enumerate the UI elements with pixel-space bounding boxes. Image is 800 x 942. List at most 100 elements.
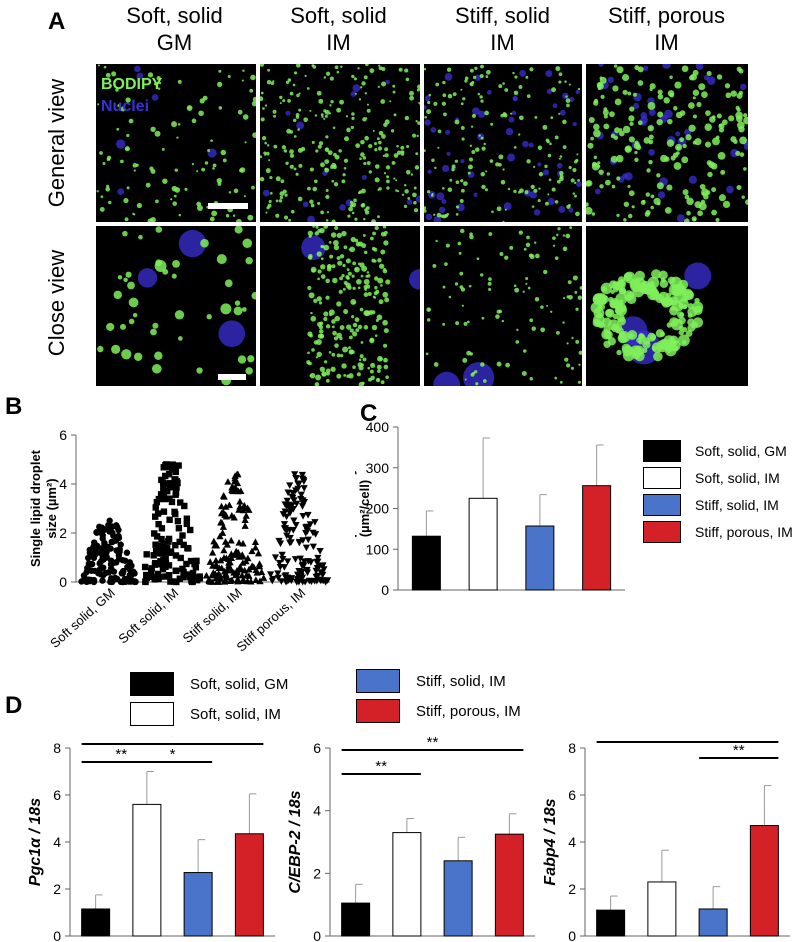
lipid-droplet-mark <box>402 150 405 154</box>
lipid-droplet-mark <box>341 179 346 184</box>
lipid-droplet-mark <box>568 165 572 170</box>
lipid-droplet-mark <box>336 353 341 358</box>
lipid-droplet-mark <box>347 285 352 290</box>
chart-d2-y-tick-label: 0 <box>313 928 321 942</box>
lipid-droplet-mark <box>575 339 580 344</box>
chart-b-point <box>152 560 159 567</box>
lipid-droplet-mark <box>171 121 178 128</box>
lipid-droplet-mark <box>722 200 731 209</box>
chart-b-point <box>113 547 120 554</box>
lipid-droplet-mark <box>177 123 181 126</box>
chart-b-point <box>99 535 106 542</box>
lipid-droplet-mark <box>578 350 582 355</box>
nucleus-mark <box>307 215 315 222</box>
lipid-droplet-mark <box>232 214 236 217</box>
lipid-droplet-mark <box>459 199 464 203</box>
nucleus-mark <box>684 128 692 136</box>
lipid-droplet-mark <box>460 102 464 106</box>
nucleus-mark <box>444 72 453 81</box>
lipid-droplet-mark <box>432 263 437 268</box>
chart-d2-y-label: C/EBP-2 / 18s <box>287 790 304 893</box>
lipid-droplet-mark <box>657 89 663 95</box>
lipid-droplet-mark <box>669 92 675 98</box>
lipid-droplet-mark <box>132 312 138 318</box>
lipid-droplet-mark <box>184 187 188 191</box>
lipid-droplet-mark <box>462 97 466 101</box>
lipid-droplet-mark <box>321 115 324 118</box>
lipid-droplet-mark <box>132 163 138 168</box>
lipid-droplet-mark <box>155 226 163 233</box>
lipid-droplet-mark <box>562 145 567 150</box>
chart-b-point <box>238 571 246 579</box>
lipid-droplet-mark <box>368 310 374 315</box>
lipid-droplet-mark <box>320 210 325 215</box>
lipid-droplet-mark <box>434 166 437 170</box>
lipid-droplet-mark <box>466 350 472 356</box>
chart-b-point <box>166 516 173 523</box>
lipid-droplet-mark <box>745 199 748 205</box>
lipid-droplet-mark <box>353 198 357 203</box>
lipid-droplet-mark <box>350 125 354 130</box>
lipid-droplet-mark <box>481 184 486 190</box>
chart-b-point <box>180 568 187 576</box>
chart-b-point <box>166 483 174 491</box>
lipid-droplet-mark <box>328 309 335 316</box>
lipid-droplet-mark <box>549 142 552 146</box>
chart-b-point <box>97 549 105 557</box>
lipid-droplet-mark <box>542 124 548 130</box>
lipid-droplet-mark <box>512 71 515 75</box>
chart-b-point <box>155 542 163 549</box>
lipid-droplet-mark <box>681 65 689 73</box>
chart-c-y-tick-label: 0 <box>381 582 389 598</box>
legend-c-label: Stiff, solid, IM <box>695 497 779 513</box>
lipid-droplet-mark <box>347 271 352 276</box>
lipid-droplet-mark <box>331 179 335 183</box>
legend-d-item-soft-solid-im: Soft, solid, IM <box>130 702 281 726</box>
lipid-droplet-mark <box>126 133 130 138</box>
lipid-droplet-mark <box>272 109 277 114</box>
lipid-droplet-mark <box>323 316 328 322</box>
legend-d-label: Soft, solid, GM <box>190 675 289 693</box>
lipid-droplet-mark <box>289 164 294 169</box>
lipid-droplet-mark <box>389 100 392 103</box>
lipid-droplet-mark <box>378 299 384 305</box>
lipid-droplet-mark <box>657 111 664 118</box>
lipid-droplet-mark <box>268 199 272 204</box>
chart-b-point <box>181 502 188 510</box>
lipid-droplet-mark <box>544 164 548 169</box>
lipid-droplet-mark <box>377 188 380 191</box>
lipid-droplet-mark <box>342 173 346 177</box>
lipid-droplet-mark <box>374 286 378 290</box>
lipid-droplet-mark <box>279 102 282 105</box>
chart-b-y-tick-label: 4 <box>59 476 67 492</box>
lipid-droplet-mark <box>111 344 121 354</box>
lipid-droplet-mark <box>586 180 593 187</box>
lipid-droplet-mark <box>518 85 523 89</box>
chart-b-point <box>162 472 169 480</box>
lipid-droplet-mark <box>336 373 342 379</box>
lipid-droplet-mark <box>362 357 367 362</box>
nucleus-mark <box>572 122 577 127</box>
lipid-droplet-mark <box>228 191 232 194</box>
chart-d3-y-tick-label: 8 <box>568 740 576 756</box>
chart-b-point <box>282 572 290 579</box>
lipid-droplet-mark <box>442 80 446 85</box>
nucleus-mark <box>503 202 512 211</box>
chart-b-point <box>220 492 228 500</box>
lipid-droplet-mark <box>566 342 569 345</box>
chart-b-point <box>292 487 300 494</box>
chart-b-point <box>90 578 98 586</box>
lipid-droplet-mark <box>363 162 367 166</box>
lipid-droplet-mark <box>325 378 330 383</box>
chart-b-point <box>202 571 211 579</box>
legend-c-label: Stiff, porous, IM <box>695 524 793 540</box>
lipid-droplet-mark <box>314 231 319 236</box>
lipid-droplet-mark <box>138 234 143 240</box>
lipid-droplet-mark <box>666 322 673 328</box>
chart-d3-y-tick-label: 4 <box>568 834 576 850</box>
micrograph-close-soft-solid-im <box>260 226 420 386</box>
lipid-droplet-mark <box>262 107 265 110</box>
chart-b-point <box>299 476 308 484</box>
lipid-droplet-mark <box>342 287 346 291</box>
